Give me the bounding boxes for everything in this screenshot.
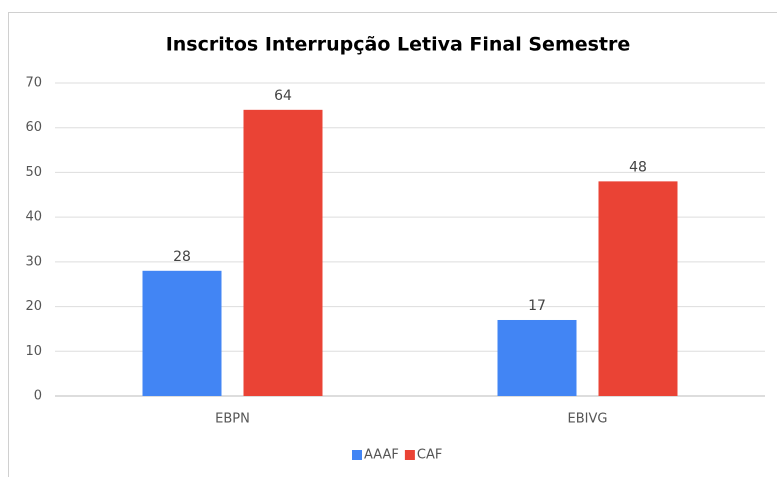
data-label: 28	[173, 249, 191, 265]
bar	[243, 109, 323, 396]
y-tick-label: 0	[34, 389, 42, 404]
y-tick-label: 50	[25, 165, 42, 180]
x-tick-label: EBPN	[215, 412, 250, 427]
x-tick-label: EBIVG	[568, 412, 608, 427]
legend-label: CAF	[417, 448, 442, 463]
data-label: 48	[629, 159, 647, 175]
legend-label: AAAF	[364, 448, 399, 463]
chart-title: Inscritos Interrupção Letiva Final Semes…	[166, 34, 631, 56]
y-tick-label: 30	[25, 254, 42, 269]
bar	[598, 181, 678, 396]
y-tick-label: 70	[25, 76, 42, 91]
data-label: 17	[528, 298, 546, 314]
y-tick-label: 40	[25, 210, 42, 225]
bar	[142, 270, 222, 396]
y-tick-label: 20	[25, 299, 42, 314]
y-tick-label: 10	[25, 344, 42, 359]
legend-swatch	[404, 450, 415, 460]
data-label: 64	[274, 88, 292, 104]
legend-swatch	[352, 450, 362, 460]
y-tick-label: 60	[25, 120, 42, 135]
bar	[497, 319, 577, 396]
